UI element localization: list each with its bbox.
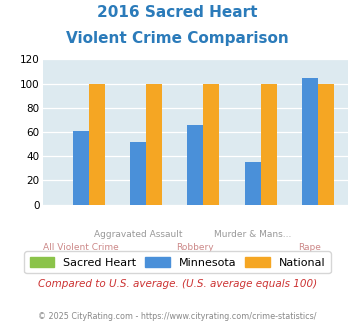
Bar [89, 83, 105, 205]
Bar [302, 78, 318, 205]
Text: Compared to U.S. average. (U.S. average equals 100): Compared to U.S. average. (U.S. average … [38, 279, 317, 289]
Text: Robbery: Robbery [176, 244, 214, 252]
Bar [72, 131, 89, 205]
Bar [187, 125, 203, 205]
Text: Rape: Rape [299, 244, 321, 252]
Bar [203, 83, 219, 205]
Bar [245, 162, 261, 205]
Text: Aggravated Assault: Aggravated Assault [94, 230, 182, 239]
Legend: Sacred Heart, Minnesota, National: Sacred Heart, Minnesota, National [24, 251, 331, 273]
Text: Violent Crime Comparison: Violent Crime Comparison [66, 31, 289, 46]
Bar [318, 83, 334, 205]
Bar [130, 142, 146, 205]
Text: All Violent Crime: All Violent Crime [43, 244, 119, 252]
Text: © 2025 CityRating.com - https://www.cityrating.com/crime-statistics/: © 2025 CityRating.com - https://www.city… [38, 312, 317, 321]
Text: Murder & Mans...: Murder & Mans... [214, 230, 291, 239]
Bar [261, 83, 277, 205]
Text: 2016 Sacred Heart: 2016 Sacred Heart [97, 5, 258, 20]
Bar [146, 83, 162, 205]
